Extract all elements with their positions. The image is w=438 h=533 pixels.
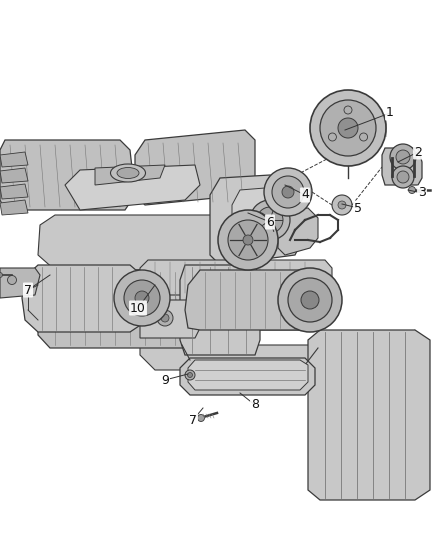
Polygon shape [148,290,322,330]
Circle shape [390,144,416,170]
Polygon shape [310,120,386,136]
Ellipse shape [110,164,145,182]
Circle shape [135,291,149,305]
Text: 10: 10 [130,302,146,314]
Text: 1: 1 [386,107,394,119]
Circle shape [218,210,278,270]
Circle shape [114,270,170,326]
Polygon shape [210,175,305,265]
Circle shape [243,235,253,245]
Polygon shape [278,208,318,255]
Polygon shape [65,165,200,210]
Circle shape [282,186,294,198]
Circle shape [264,168,312,216]
Polygon shape [180,265,260,355]
Text: 7: 7 [189,414,197,426]
Circle shape [338,118,358,138]
Circle shape [7,276,17,285]
Circle shape [310,90,386,166]
Text: 8: 8 [251,399,259,411]
Circle shape [360,133,367,141]
Polygon shape [180,358,315,395]
Polygon shape [140,260,332,295]
Circle shape [397,171,409,183]
Text: 2: 2 [414,146,422,158]
Circle shape [272,176,304,208]
Circle shape [301,291,319,309]
Ellipse shape [117,167,139,179]
Polygon shape [38,270,195,348]
Circle shape [320,100,376,156]
Circle shape [0,272,3,278]
Polygon shape [0,168,28,183]
Text: 7: 7 [24,284,32,296]
Text: 6: 6 [266,215,274,229]
Text: 9: 9 [161,374,169,386]
Circle shape [161,314,169,322]
Circle shape [409,187,416,193]
Circle shape [278,268,342,332]
Circle shape [124,280,160,316]
Circle shape [344,106,352,114]
Circle shape [187,373,192,377]
Polygon shape [95,165,165,185]
Polygon shape [308,330,430,500]
Circle shape [338,201,346,209]
Text: 3: 3 [418,187,426,199]
Circle shape [288,278,332,322]
Circle shape [198,415,205,422]
Circle shape [228,220,268,260]
Text: 4: 4 [301,189,309,201]
Polygon shape [22,265,150,332]
Circle shape [396,150,410,164]
Polygon shape [188,360,308,390]
Text: 5: 5 [354,201,362,214]
Polygon shape [0,200,28,215]
Polygon shape [0,184,28,199]
Circle shape [257,207,283,233]
Polygon shape [140,330,415,370]
Circle shape [185,370,195,380]
Polygon shape [185,270,325,330]
Polygon shape [140,300,200,338]
Circle shape [392,166,414,188]
Polygon shape [0,140,135,210]
Polygon shape [135,130,255,205]
Circle shape [250,200,290,240]
Polygon shape [232,188,298,252]
Circle shape [266,216,274,224]
Polygon shape [0,152,28,167]
Circle shape [328,133,336,141]
Polygon shape [0,268,40,298]
Circle shape [332,195,352,215]
Polygon shape [38,215,255,270]
Polygon shape [382,148,422,185]
Circle shape [157,310,173,326]
